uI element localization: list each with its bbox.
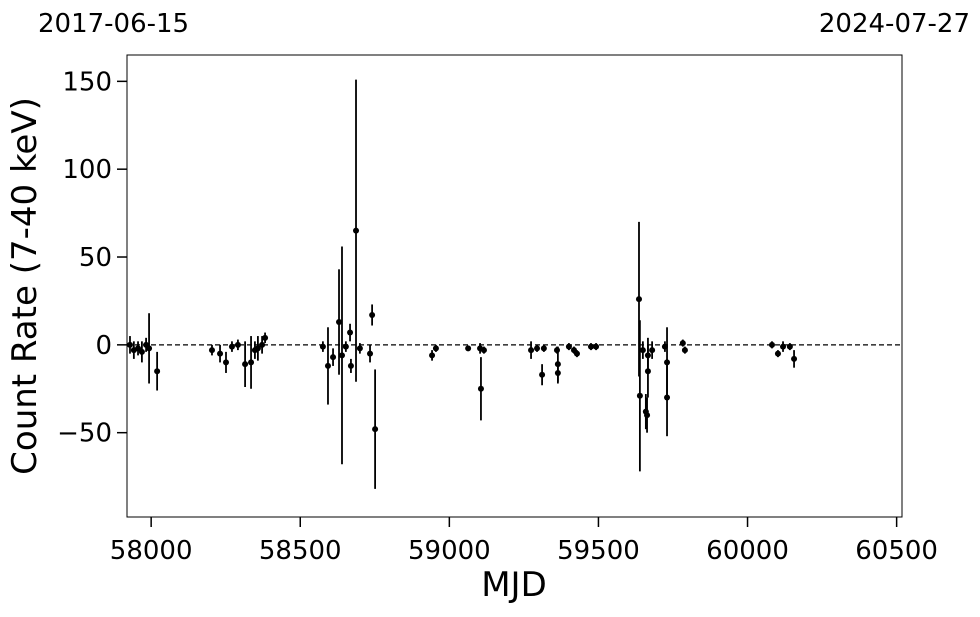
y-tick-label: 100 xyxy=(62,155,112,185)
data-point xyxy=(369,311,376,318)
data-point xyxy=(768,341,775,348)
data-point xyxy=(639,347,646,354)
data-point xyxy=(154,368,161,375)
end-date: 2024-07-27 xyxy=(819,9,970,39)
y-tick-label: 0 xyxy=(95,331,112,361)
data-point xyxy=(356,345,363,352)
data-point xyxy=(135,345,142,352)
data-point xyxy=(786,343,793,350)
data-point xyxy=(539,371,546,378)
y-axis-label: Count Rate (7-40 keV) xyxy=(5,97,45,475)
data-point xyxy=(217,350,224,357)
data-point xyxy=(126,341,133,348)
data-point xyxy=(593,343,600,350)
data-point xyxy=(534,345,541,352)
data-point xyxy=(429,352,436,359)
data-point xyxy=(338,352,345,359)
data-point xyxy=(540,345,547,352)
data-point xyxy=(477,385,484,392)
y-tick-label: −50 xyxy=(57,419,112,449)
x-tick-label: 59500 xyxy=(557,536,640,566)
data-point xyxy=(587,343,594,350)
data-point xyxy=(791,355,798,362)
data-point xyxy=(774,350,781,357)
data-point xyxy=(222,359,229,366)
data-point xyxy=(228,343,235,350)
data-point xyxy=(146,345,153,352)
data-point xyxy=(347,362,354,369)
data-point xyxy=(324,362,331,369)
data-point xyxy=(573,350,580,357)
y-tick-label: 50 xyxy=(79,243,112,273)
data-point xyxy=(644,412,651,419)
data-point xyxy=(254,345,261,352)
x-tick-label: 58000 xyxy=(110,536,193,566)
data-point xyxy=(342,343,349,350)
data-point xyxy=(528,347,535,354)
data-point xyxy=(336,319,343,326)
x-tick-label: 58500 xyxy=(259,536,342,566)
data-point xyxy=(353,227,360,234)
data-point xyxy=(234,341,241,348)
data-point xyxy=(347,329,354,336)
data-point xyxy=(319,343,326,350)
data-point xyxy=(679,340,686,347)
y-tick-label: 150 xyxy=(62,67,112,97)
data-point xyxy=(554,369,561,376)
data-point xyxy=(649,347,656,354)
data-point xyxy=(259,341,266,348)
data-point xyxy=(432,345,439,352)
data-point xyxy=(465,345,472,352)
data-point xyxy=(681,347,688,354)
data-point xyxy=(208,347,215,354)
x-tick-label: 60000 xyxy=(706,536,789,566)
data-point xyxy=(644,352,651,359)
data-point xyxy=(372,426,379,433)
x-axis-label: MJD xyxy=(481,565,547,605)
data-point xyxy=(635,296,642,303)
data-point xyxy=(664,394,671,401)
data-point xyxy=(636,392,643,399)
start-date: 2017-06-15 xyxy=(38,9,189,39)
data-point xyxy=(565,343,572,350)
data-point xyxy=(138,348,145,355)
plot-frame xyxy=(126,54,903,518)
data-point xyxy=(242,361,249,368)
data-point xyxy=(780,343,787,350)
data-point xyxy=(248,359,255,366)
data-point xyxy=(367,350,374,357)
data-point xyxy=(480,347,487,354)
data-point xyxy=(262,334,269,341)
x-tick-label: 60500 xyxy=(855,536,938,566)
x-tick-label: 59000 xyxy=(408,536,491,566)
data-point xyxy=(330,354,337,361)
